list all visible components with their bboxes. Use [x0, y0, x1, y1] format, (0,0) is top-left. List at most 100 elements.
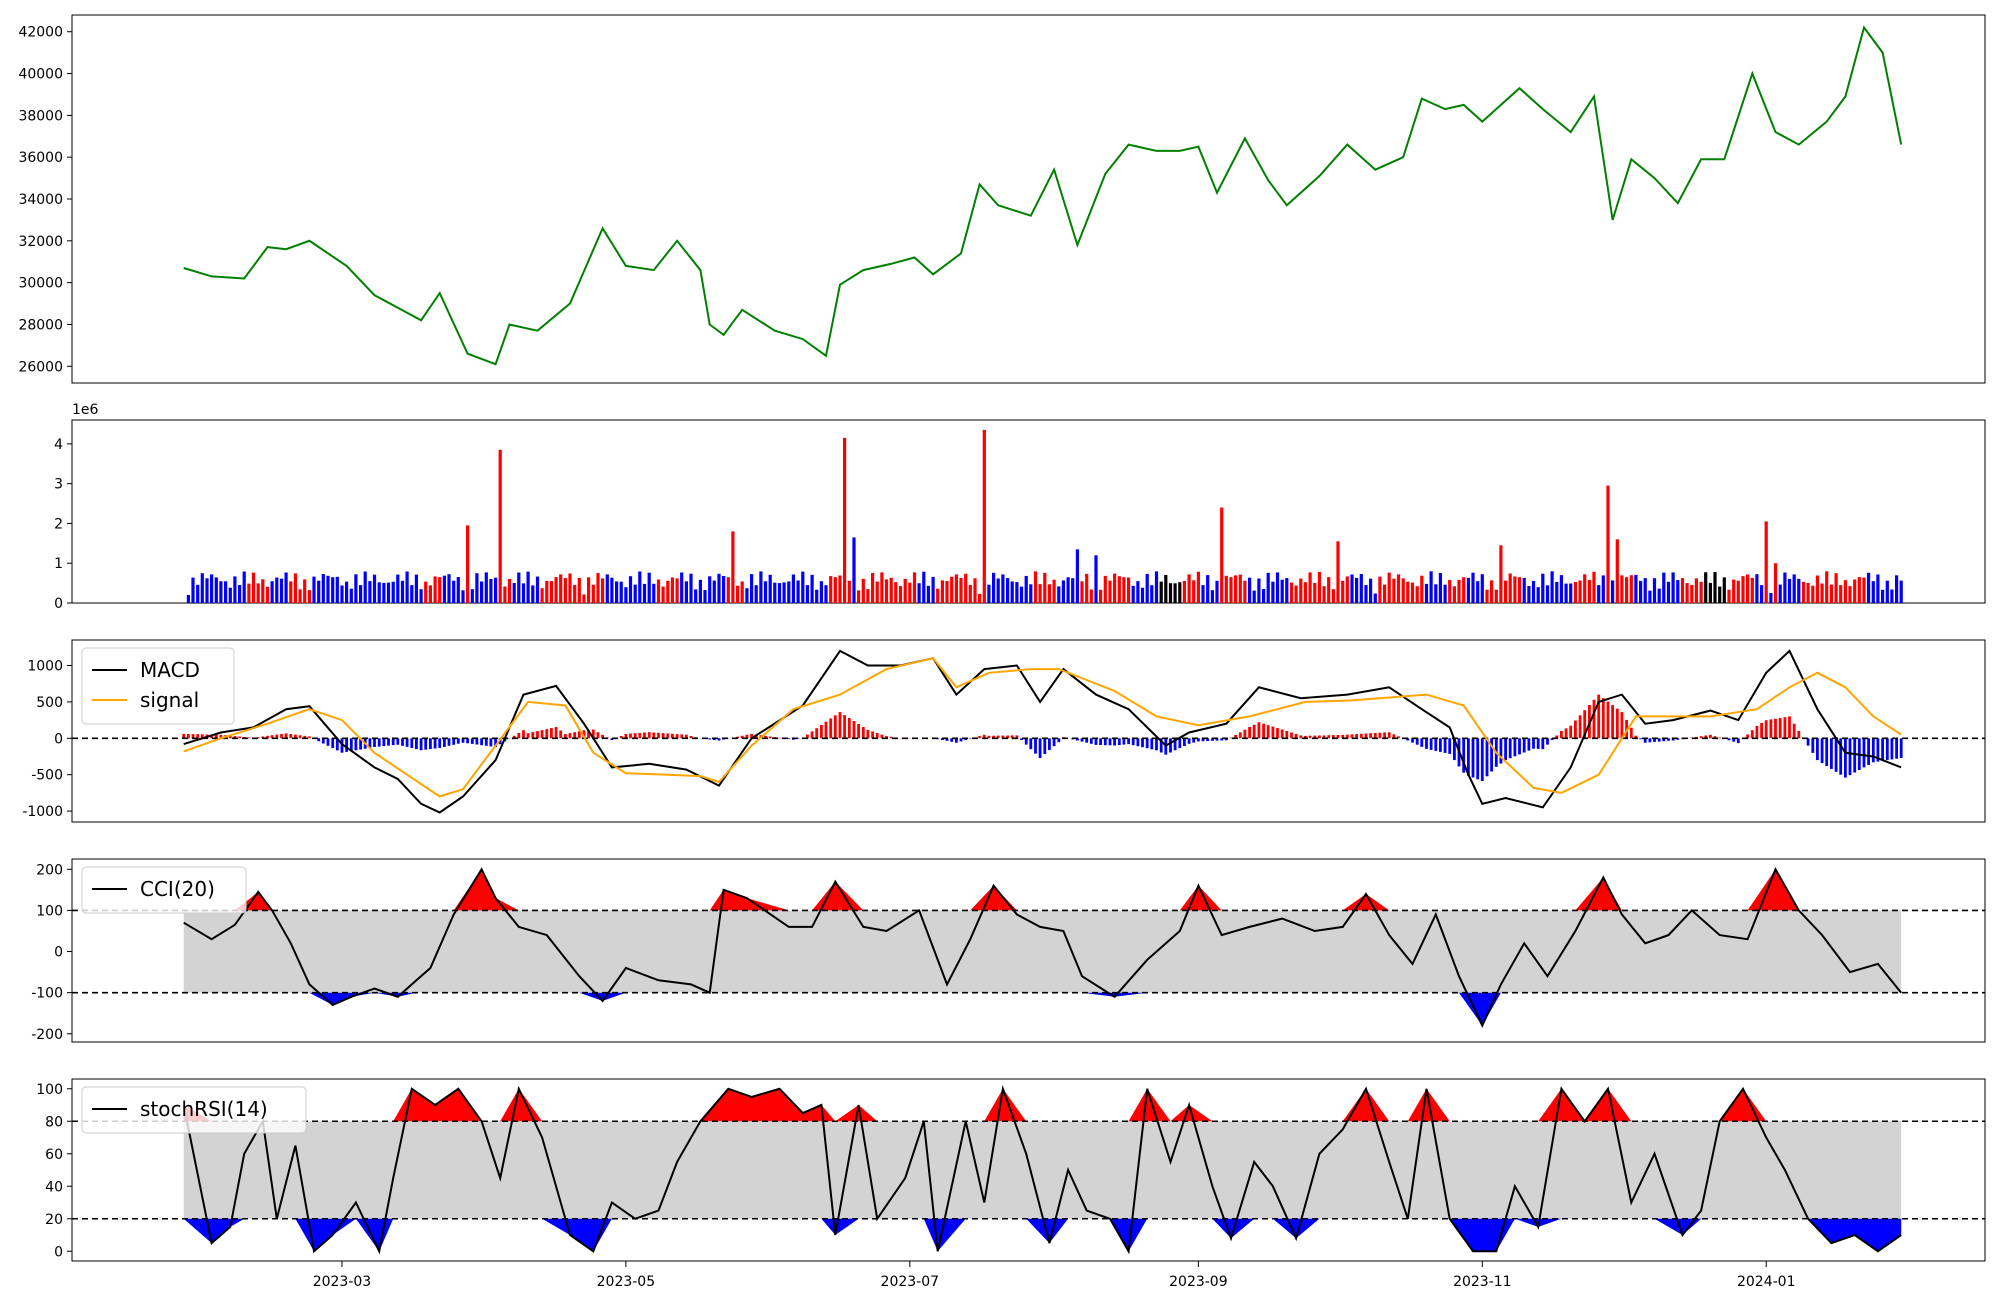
- macd-histogram-bar: [1285, 731, 1288, 738]
- volume-bar: [340, 586, 343, 604]
- macd-histogram-bar: [1518, 738, 1521, 754]
- volume-bar: [275, 578, 278, 604]
- volume-bar: [671, 577, 674, 603]
- volume-bar: [601, 578, 604, 603]
- volume-bar: [689, 574, 692, 603]
- macd-histogram-bar: [1532, 738, 1535, 748]
- legend-label: stochRSI(14): [140, 1097, 268, 1121]
- volume-bar: [1346, 576, 1349, 603]
- volume-bar: [1523, 578, 1526, 603]
- volume-bar: [787, 581, 790, 603]
- volume-bar: [1229, 577, 1232, 603]
- volume-bar: [1397, 574, 1400, 603]
- volume-bar: [899, 586, 902, 603]
- volume-bar: [424, 582, 427, 603]
- volume-bar: [1197, 572, 1200, 603]
- volume-bar: [1430, 571, 1433, 603]
- volume-bar: [1616, 539, 1619, 603]
- volume-bar: [1039, 584, 1042, 603]
- macd-histogram-bar: [476, 738, 479, 744]
- volume-bar: [489, 579, 492, 603]
- volume-bar: [322, 574, 325, 603]
- x-tick-label: 2023-11: [1453, 1274, 1512, 1290]
- volume-bar: [1844, 580, 1847, 603]
- macd-histogram-bar: [1611, 705, 1614, 738]
- volume-bar: [382, 583, 385, 603]
- macd-histogram-bar: [1481, 738, 1484, 781]
- y-tick-label: 26000: [18, 359, 63, 375]
- macd-histogram-bar: [1807, 738, 1810, 745]
- volume-bar: [918, 583, 921, 603]
- volume-bar: [1825, 571, 1828, 603]
- macd-histogram-bar: [978, 736, 981, 738]
- volume-bar: [536, 577, 539, 603]
- macd-histogram-bar: [657, 733, 660, 739]
- volume-bar: [1378, 577, 1381, 603]
- macd-histogram-bar: [1658, 738, 1661, 741]
- volume-bar: [1034, 571, 1037, 603]
- macd-histogram-bar: [1318, 736, 1321, 739]
- macd-histogram-bar: [438, 738, 441, 748]
- macd-histogram-bar: [415, 738, 418, 749]
- volume-bar: [1192, 580, 1195, 603]
- oversold-fill: [184, 1219, 1902, 1252]
- volume-bar: [1718, 587, 1721, 603]
- volume-bar: [1858, 577, 1861, 603]
- macd-histogram-bar: [1434, 738, 1437, 751]
- y-tick-label: 80: [45, 1114, 63, 1130]
- macd-histogram-bar: [1090, 738, 1093, 744]
- volume-bar: [187, 595, 190, 603]
- macd-histogram-bar: [1821, 738, 1824, 763]
- volume-bar: [1006, 578, 1009, 603]
- macd-histogram-bar: [1239, 732, 1242, 738]
- volume-bar: [1644, 578, 1647, 603]
- volume-bar: [1285, 578, 1288, 603]
- volume-bar: [1001, 574, 1004, 603]
- macd-histogram-bar: [383, 738, 386, 746]
- volume-bar: [1411, 583, 1414, 603]
- y-tick-label: 1: [54, 556, 63, 572]
- macd-line: [184, 651, 1902, 813]
- volume-bar: [1355, 578, 1358, 603]
- macd-histogram-bar: [1621, 712, 1624, 738]
- volume-bar: [955, 574, 958, 603]
- macd-histogram-bar: [662, 733, 665, 738]
- volume-bar: [652, 584, 655, 603]
- macd-histogram-bar: [522, 730, 525, 738]
- macd-histogram-bar: [1593, 700, 1596, 739]
- macd-histogram-bar: [1379, 733, 1382, 739]
- volume-bar: [1085, 574, 1088, 603]
- volume-bar: [1741, 576, 1744, 603]
- volume-bar: [219, 581, 222, 603]
- volume-bar: [1029, 584, 1032, 603]
- volume-bar: [1309, 572, 1312, 603]
- volume-bar: [1402, 578, 1405, 603]
- macd-histogram-bar: [960, 738, 963, 741]
- x-tick-label: 2024-01: [1737, 1274, 1796, 1290]
- macd-histogram-bar: [1579, 715, 1582, 738]
- macd-histogram-bar: [1248, 727, 1251, 738]
- volume-bar: [1788, 579, 1791, 603]
- volume-bar: [1737, 581, 1740, 603]
- y-tick-label: 34000: [18, 192, 63, 208]
- macd-histogram-bar: [1523, 738, 1526, 752]
- volume-bar: [1471, 573, 1474, 603]
- macd-histogram-bar: [853, 721, 856, 738]
- volume-bar: [1541, 574, 1544, 603]
- macd-histogram-bar: [1751, 730, 1754, 738]
- volume-bar: [587, 577, 590, 603]
- volume-bar: [461, 590, 464, 603]
- volume-bar: [261, 579, 264, 603]
- macd-histogram-bar: [480, 738, 483, 745]
- volume-bar: [1853, 580, 1856, 604]
- volume-bar: [1220, 508, 1223, 604]
- volume-bar: [1225, 576, 1228, 603]
- y-tick-label: 0: [54, 945, 63, 961]
- volume-bar: [527, 572, 530, 603]
- volume-bar: [1746, 575, 1749, 604]
- volume-bar: [1388, 573, 1391, 603]
- volume-bar: [410, 585, 413, 603]
- macd-histogram-bar: [1113, 738, 1116, 745]
- macd-histogram-bar: [839, 712, 842, 738]
- volume-bar: [1174, 583, 1177, 603]
